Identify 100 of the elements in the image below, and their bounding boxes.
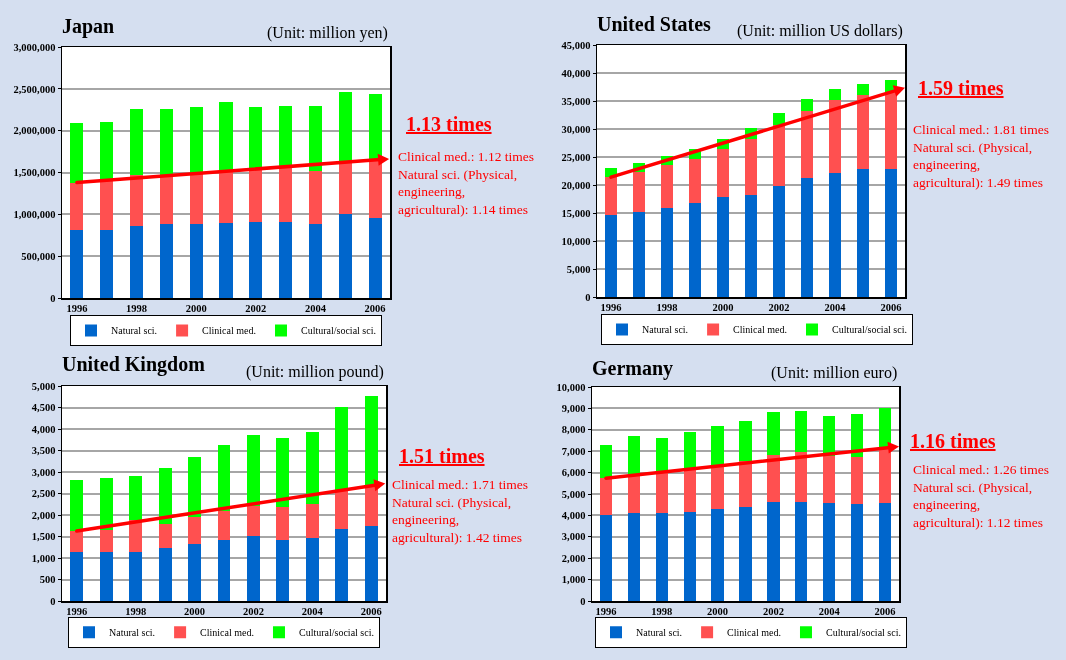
- y-tick-label: 1,500,000: [13, 167, 56, 179]
- y-tick-label: 500,000: [21, 250, 56, 262]
- text: 1.51 times: [399, 445, 485, 467]
- y-tick-label: 25,000: [561, 151, 591, 163]
- bar: [99, 529, 113, 552]
- bar: [159, 224, 173, 298]
- x-tick-label: 2004: [301, 606, 324, 618]
- bar: [308, 105, 323, 171]
- bar: [632, 211, 646, 297]
- bar: [683, 511, 696, 601]
- bar: [305, 538, 319, 601]
- bar: [744, 195, 758, 297]
- y-tick-label: 0: [585, 291, 591, 303]
- bar: [627, 436, 640, 475]
- y-tick-label: 0: [580, 595, 586, 607]
- bar: [856, 83, 870, 96]
- x-tick-label: 1998: [651, 606, 673, 618]
- bar: [100, 180, 114, 231]
- bar: [767, 454, 780, 502]
- bar: [800, 177, 814, 297]
- bar: [884, 92, 898, 169]
- x-tick-label: 2006: [880, 302, 902, 314]
- bar: [217, 511, 231, 540]
- bar: [800, 98, 814, 111]
- bar: [335, 529, 349, 601]
- text: 1.16 times: [910, 430, 996, 452]
- legend-label: Cultural/social sci.: [831, 324, 907, 336]
- y-tick-label: 3,000,000: [13, 41, 56, 53]
- y-tick-label: 35,000: [561, 95, 591, 107]
- bar: [188, 456, 202, 518]
- bar: [70, 551, 84, 601]
- bar: [716, 148, 730, 198]
- bar: [711, 426, 724, 466]
- y-tick-label: 2,500: [31, 488, 56, 500]
- y-tick-label: 4,000: [31, 423, 56, 435]
- bar: [627, 474, 640, 514]
- bar: [884, 168, 898, 297]
- text: Natural sci. (Physical, engineering, agricultural): 1.42 times: [392, 494, 523, 545]
- x-tick-label: 2006: [360, 606, 382, 618]
- bar: [795, 411, 808, 452]
- bar: [716, 197, 730, 297]
- y-tick-label: 7,000: [561, 445, 586, 457]
- bar: [655, 512, 668, 601]
- y-tick-label: 10,000: [556, 381, 586, 393]
- bar: [305, 504, 319, 539]
- x-tick-label: 1996: [66, 303, 88, 315]
- bar: [878, 447, 892, 503]
- legend-label: Clinical med.: [200, 627, 254, 639]
- y-tick-label: 500: [39, 574, 56, 586]
- bar: [188, 517, 202, 545]
- y-tick-label: 9,000: [561, 403, 586, 415]
- bar: [335, 406, 349, 491]
- y-tick-label: 2,000,000: [13, 125, 56, 137]
- y-tick-label: 4,500: [31, 402, 56, 414]
- bar: [711, 508, 724, 601]
- bar: [70, 230, 84, 298]
- chart-title: Japan: [62, 15, 115, 38]
- legend-label: Clinical med.: [727, 627, 781, 639]
- bar: [129, 226, 144, 298]
- bar: [772, 124, 786, 186]
- bar: [364, 485, 378, 527]
- bar: [246, 435, 260, 506]
- x-tick-label: 2002: [242, 606, 264, 618]
- bar: [767, 412, 780, 455]
- chart-title: United Kingdom: [62, 353, 206, 376]
- x-tick-label: 1996: [600, 302, 622, 314]
- y-tick-label: 0: [50, 292, 56, 304]
- y-tick-label: 30,000: [561, 123, 591, 135]
- legend-label: Cultural/social sci.: [298, 627, 374, 639]
- bar: [851, 413, 864, 457]
- bar: [189, 174, 203, 224]
- bar: [276, 507, 290, 540]
- bar: [599, 445, 613, 479]
- x-tick-label: 2000: [707, 606, 729, 618]
- bar: [99, 551, 113, 601]
- bar: [158, 548, 172, 601]
- y-tick-label: 5,000: [561, 488, 586, 500]
- bar: [276, 438, 290, 508]
- bar: [828, 88, 842, 101]
- bar: [217, 539, 231, 601]
- bar: [856, 95, 870, 169]
- bar: [249, 107, 263, 170]
- y-tick-label: 10,000: [561, 235, 591, 247]
- text: 1.59 times: [918, 77, 1004, 99]
- bar: [70, 480, 84, 531]
- y-tick-label: 20,000: [561, 179, 591, 191]
- bar: [158, 524, 172, 549]
- bar: [219, 222, 233, 298]
- y-tick-label: 1,000: [561, 574, 586, 586]
- bar: [70, 530, 84, 552]
- bar: [660, 207, 674, 297]
- x-tick-label: 1998: [656, 302, 678, 314]
- y-tick-label: 2,500,000: [13, 83, 56, 95]
- bar: [129, 108, 144, 176]
- x-tick-label: 2000: [712, 302, 734, 314]
- bar: [70, 182, 84, 231]
- bar: [660, 164, 674, 208]
- y-tick-label: 3,500: [31, 445, 56, 457]
- y-tick-label: 4,000: [561, 510, 586, 522]
- bar: [655, 438, 668, 473]
